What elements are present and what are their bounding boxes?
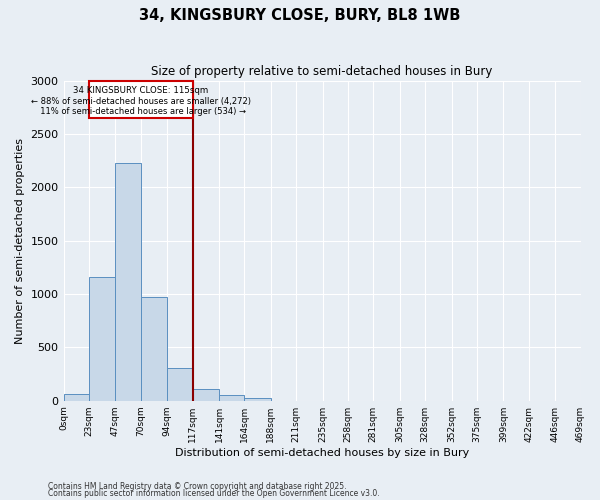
- Bar: [140, 296, 167, 401]
- Text: Contains HM Land Registry data © Crown copyright and database right 2025.: Contains HM Land Registry data © Crown c…: [48, 482, 347, 491]
- Bar: [89, 278, 115, 400]
- Text: Contains public sector information licensed under the Open Government Licence v3: Contains public sector information licen…: [48, 489, 380, 498]
- Text: ← 88% of semi-detached houses are smaller (4,272): ← 88% of semi-detached houses are smalle…: [31, 98, 251, 106]
- Bar: [64, 394, 89, 400]
- Bar: [167, 368, 193, 400]
- Text: 34 KINGSBURY CLOSE: 115sqm: 34 KINGSBURY CLOSE: 115sqm: [73, 86, 208, 95]
- Bar: [89, 80, 193, 118]
- Bar: [219, 395, 244, 400]
- Bar: [115, 164, 140, 400]
- Bar: [193, 389, 219, 400]
- X-axis label: Distribution of semi-detached houses by size in Bury: Distribution of semi-detached houses by …: [175, 448, 469, 458]
- Text: 11% of semi-detached houses are larger (534) →: 11% of semi-detached houses are larger (…: [35, 108, 246, 116]
- Text: 34, KINGSBURY CLOSE, BURY, BL8 1WB: 34, KINGSBURY CLOSE, BURY, BL8 1WB: [139, 8, 461, 22]
- Y-axis label: Number of semi-detached properties: Number of semi-detached properties: [15, 138, 25, 344]
- Bar: [244, 398, 271, 400]
- Title: Size of property relative to semi-detached houses in Bury: Size of property relative to semi-detach…: [151, 65, 493, 78]
